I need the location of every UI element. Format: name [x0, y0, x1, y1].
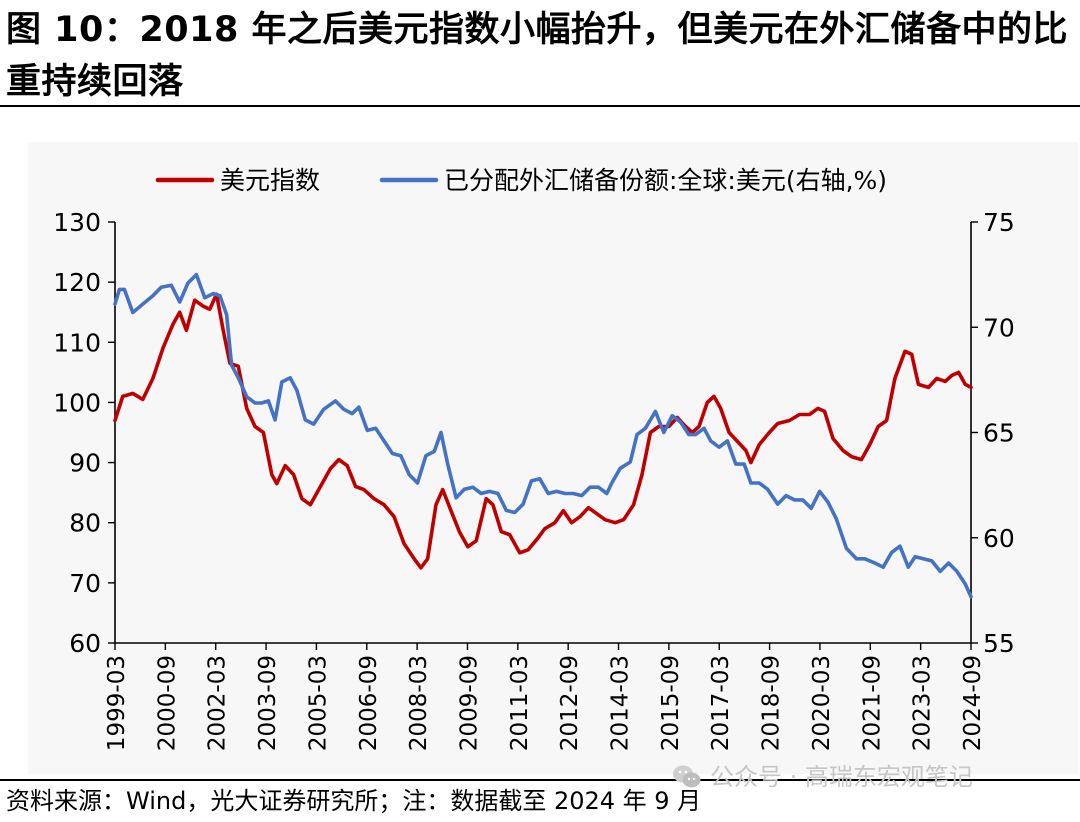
figure-title: 图 10：2018 年之后美元指数小幅抬升，但美元在外汇储备中的比重持续回落 — [6, 10, 1068, 102]
chart-panel: 60 70 80 90 100 110 120 130 55 60 65 70 75 1999-03 200… — [28, 142, 1078, 774]
legend-label-usd-index: 美元指数 — [220, 166, 320, 195]
title-divider — [0, 105, 1080, 107]
right-tick-label: 75 — [983, 208, 1015, 237]
right-tick-label: 65 — [983, 419, 1015, 448]
x-tick-label: 2018-09 — [759, 655, 785, 751]
footer-divider — [0, 779, 1080, 781]
left-tick-label: 80 — [69, 509, 101, 538]
left-tick-label: 120 — [53, 268, 101, 297]
x-tick-label: 2009-09 — [456, 655, 482, 751]
x-tick-label: 2020-03 — [809, 655, 835, 751]
legend-label-reserve-share: 已分配外汇储备份额:全球:美元(右轴,%) — [444, 166, 887, 195]
left-tick-label: 70 — [69, 569, 101, 598]
usd-reserve-share-line — [113, 272, 973, 599]
wechat-icon — [673, 765, 701, 788]
x-tick-label: 2021-09 — [859, 655, 885, 751]
x-tick-label: 1999-03 — [104, 655, 130, 751]
x-tick-label: 2014-03 — [608, 655, 634, 751]
left-tick-label: 100 — [53, 388, 101, 417]
x-tick-label: 2011-03 — [507, 655, 533, 751]
line-chart: 60 70 80 90 100 110 120 130 55 60 65 70 75 1999-03 200… — [53, 166, 1015, 751]
usd-index-line — [113, 292, 973, 570]
left-tick-label: 90 — [69, 449, 101, 478]
right-tick-label: 60 — [983, 524, 1015, 553]
left-tick-label: 110 — [53, 328, 101, 357]
watermark-text: 公众号 · 高瑞东宏观笔记 — [710, 763, 973, 791]
x-tick-label: 2012-09 — [557, 655, 583, 751]
x-tick-label: 2006-09 — [356, 655, 382, 751]
x-tick-label: 2008-03 — [406, 655, 432, 751]
watermark: 公众号 · 高瑞东宏观笔记 — [672, 760, 973, 794]
x-tick-label: 2024-09 — [960, 655, 986, 751]
right-tick-label: 70 — [983, 313, 1015, 342]
left-tick-label: 130 — [53, 208, 101, 237]
x-tick-label: 2000-09 — [154, 655, 180, 751]
x-tick-label: 2023-03 — [910, 655, 936, 751]
right-tick-label: 55 — [983, 629, 1015, 658]
source-note: 资料来源：Wind，光大证券研究所；注：数据截至 2024 年 9 月 — [6, 787, 702, 815]
x-tick-label: 2015-09 — [658, 655, 684, 751]
x-tick-label: 2005-03 — [305, 655, 331, 751]
x-tick-label: 2003-09 — [255, 655, 281, 751]
x-tick-label: 2017-03 — [708, 655, 734, 751]
x-tick-label: 2002-03 — [205, 655, 231, 751]
left-tick-label: 60 — [69, 629, 101, 658]
